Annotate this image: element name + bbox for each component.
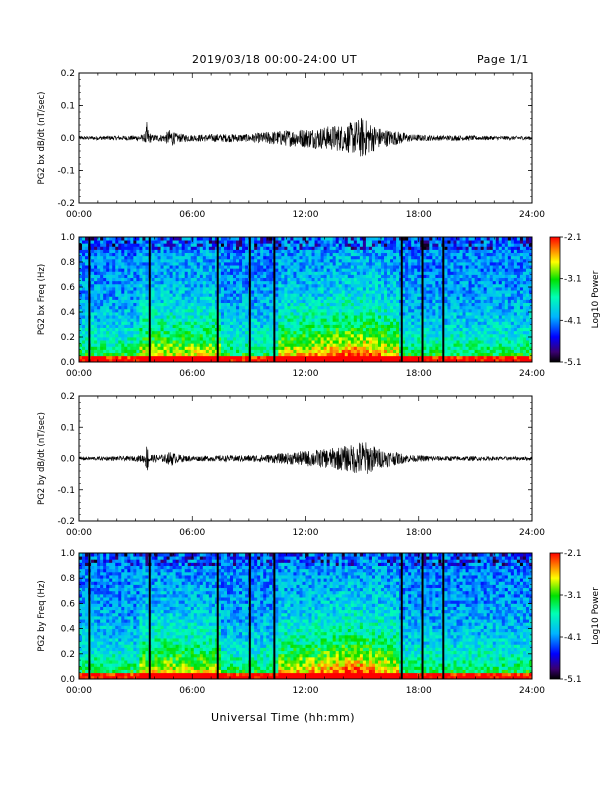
y-tick-label: 0.0 [61,455,76,465]
y-tick-label: 0.2 [61,650,75,660]
y-tick-label: 0.2 [61,333,75,343]
y-tick-label: -0.1 [57,486,75,496]
y-axis-label: PG2 by Freq (Hz) [37,580,47,651]
y-tick-label: 0.1 [61,423,75,433]
panel-1: -0.2 -0.1 0.0 0.1 0.2 00:00 06:00 12:00 18:00 24:… [37,69,545,220]
y-tick-label: 0.0 [61,675,76,685]
colorbar-label: Log10 Power [591,587,601,645]
y-tick-label: 0.1 [61,102,75,112]
x-tick-label: 18:00 [406,369,432,379]
y-tick-label: 0.0 [61,134,76,144]
panel-2: -2.1 -3.1 -4.1 -5.1 Log10 Power 0.0 0.2 0.4 0.6 0… [37,233,601,379]
y-axis-label: PG2 bx Freq (Hz) [37,264,47,335]
x-tick-label: 24:00 [519,686,545,696]
y-tick-label: 0.6 [61,283,76,293]
colorbar-tick-label: -3.1 [564,275,582,285]
x-tick-label: 18:00 [406,686,432,696]
page-title: 2019/03/18 00:00-24:00 UT [192,53,358,66]
y-tick-label: -0.2 [57,517,75,527]
x-axis-title: Universal Time (hh:mm) [211,711,355,724]
x-tick-label: 06:00 [179,686,205,696]
y-tick-label: 0.0 [61,358,76,368]
y-tick-label: -0.2 [57,199,75,209]
y-tick-label: 1.0 [61,549,76,559]
x-tick-label: 00:00 [66,686,92,696]
colorbar-label: Log10 Power [591,270,601,328]
colorbar-tick-label: -2.1 [564,549,582,559]
x-tick-label: 24:00 [519,210,545,220]
x-tick-label: 18:00 [406,210,432,220]
x-tick-label: 00:00 [66,369,92,379]
x-tick-label: 24:00 [519,369,545,379]
x-tick-label: 06:00 [179,369,205,379]
panel-3: -0.2 -0.1 0.0 0.1 0.2 00:00 06:00 12:00 18:00 24:… [37,392,545,538]
colorbar-tick-label: -2.1 [564,233,582,243]
x-tick-label: 06:00 [179,528,205,538]
y-tick-label: 1.0 [61,233,76,243]
colorbar-tick-label: -5.1 [564,358,582,368]
y-tick-label: 0.8 [61,258,76,268]
y-tick-label: 0.4 [61,308,76,318]
x-tick-label: 00:00 [66,528,92,538]
y-tick-label: -0.1 [57,167,75,177]
x-tick-label: 12:00 [293,369,319,379]
y-axis-label: PG2 by dB/dt (nT/sec) [37,412,47,505]
colorbar [549,552,561,680]
colorbar-tick-label: -4.1 [564,633,582,643]
y-tick-label: 0.2 [61,69,75,79]
y-tick-label: 0.4 [61,625,76,635]
panel-4: -2.1 -3.1 -4.1 -5.1 Log10 Power 0.0 0.2 0.4 0.6 0… [37,549,601,696]
x-tick-label: 06:00 [179,210,205,220]
y-tick-label: 0.2 [61,392,75,402]
x-tick-label: 12:00 [293,686,319,696]
signal-trace [78,442,533,474]
x-tick-label: 12:00 [293,528,319,538]
x-tick-label: 12:00 [293,210,319,220]
y-tick-label: 0.8 [61,574,76,584]
x-tick-label: 18:00 [406,528,432,538]
x-tick-label: 00:00 [66,210,92,220]
x-tick-label: 24:00 [519,528,545,538]
colorbar-tick-label: -5.1 [564,675,582,685]
colorbar [549,236,561,363]
y-axis-label: PG2 bx dB/dt (nT/sec) [37,92,47,185]
colorbar-tick-label: -3.1 [564,591,582,601]
colorbar-tick-label: -4.1 [564,316,582,326]
spectrogram [79,237,533,363]
y-tick-label: 0.6 [61,599,76,609]
spectrogram [79,553,533,680]
page-number: Page 1/1 [477,53,529,66]
signal-trace [78,117,533,157]
